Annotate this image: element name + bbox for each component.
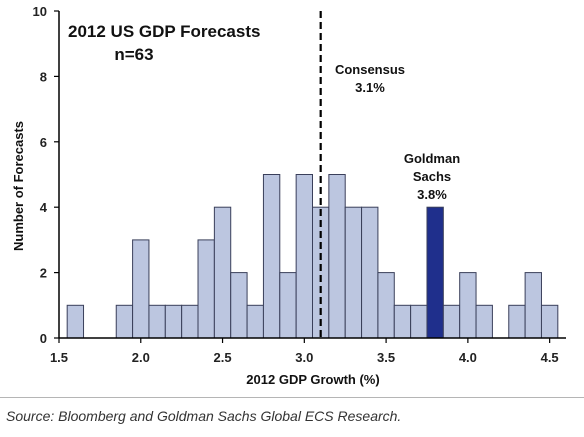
bar [197, 239, 215, 339]
consensus-annotation: Consensus 3.1% [335, 62, 405, 95]
goldman-annotation: Goldman Sachs 3.8% [404, 151, 460, 202]
bar [230, 272, 248, 339]
bar [328, 174, 346, 339]
x-tick-labels: 1.5 2.0 2.5 3.0 3.5 4.0 4.5 [50, 338, 559, 365]
x-tick-label: 2.0 [132, 350, 150, 365]
bar [361, 206, 379, 339]
bar [442, 304, 461, 339]
bar [213, 206, 232, 339]
bar [524, 272, 542, 339]
source-note: Source: Bloomberg and Goldman Sachs Glob… [6, 408, 402, 424]
y-tick-label: 4 [40, 200, 48, 215]
y-axis-label: Number of Forecasts [11, 121, 26, 251]
chart-subtitle: n=63 [114, 45, 153, 64]
consensus-annotation-line: Consensus [335, 62, 405, 77]
bar [181, 304, 199, 339]
bar [262, 174, 281, 339]
bar [475, 304, 493, 339]
bar [508, 304, 526, 339]
goldman-annotation-line: 3.8% [417, 187, 447, 202]
bar [540, 304, 559, 339]
x-tick-label: 2.5 [214, 350, 232, 365]
bar [246, 304, 264, 339]
bar [393, 304, 412, 339]
y-tick-label: 10 [33, 4, 47, 19]
x-tick-label: 3.5 [377, 350, 395, 365]
highlight-bar [426, 206, 444, 339]
divider [0, 397, 584, 398]
bar [148, 304, 166, 339]
bar [115, 304, 134, 339]
histogram-chart: 1.5 2.0 2.5 3.0 3.5 4.0 4.5 0 2 4 6 8 10 2012 US GD… [11, 4, 566, 387]
y-tick-label: 6 [40, 135, 47, 150]
y-tick-label: 8 [40, 69, 47, 84]
bar [66, 304, 85, 339]
chart-title: 2012 US GDP Forecasts [68, 22, 260, 41]
bar [344, 206, 363, 339]
goldman-annotation-line: Sachs [413, 169, 451, 184]
x-axis-label: 2012 GDP Growth (%) [246, 372, 379, 387]
axes-group [58, 11, 566, 339]
bar [377, 272, 395, 339]
x-tick-label: 3.0 [295, 350, 313, 365]
bars-group [66, 174, 559, 339]
y-tick-labels: 0 2 4 6 8 10 [33, 4, 59, 346]
y-tick-label: 2 [40, 266, 47, 281]
bar [295, 174, 314, 339]
bar [459, 272, 477, 339]
bar [279, 272, 297, 339]
goldman-annotation-line: Goldman [404, 151, 460, 166]
x-tick-label: 4.0 [459, 350, 477, 365]
bar [410, 304, 428, 339]
x-tick-label: 4.5 [541, 350, 559, 365]
consensus-annotation-line: 3.1% [355, 80, 385, 95]
y-tick-label: 0 [40, 331, 47, 346]
bar [132, 239, 150, 339]
x-tick-label: 1.5 [50, 350, 68, 365]
bar [164, 304, 183, 339]
